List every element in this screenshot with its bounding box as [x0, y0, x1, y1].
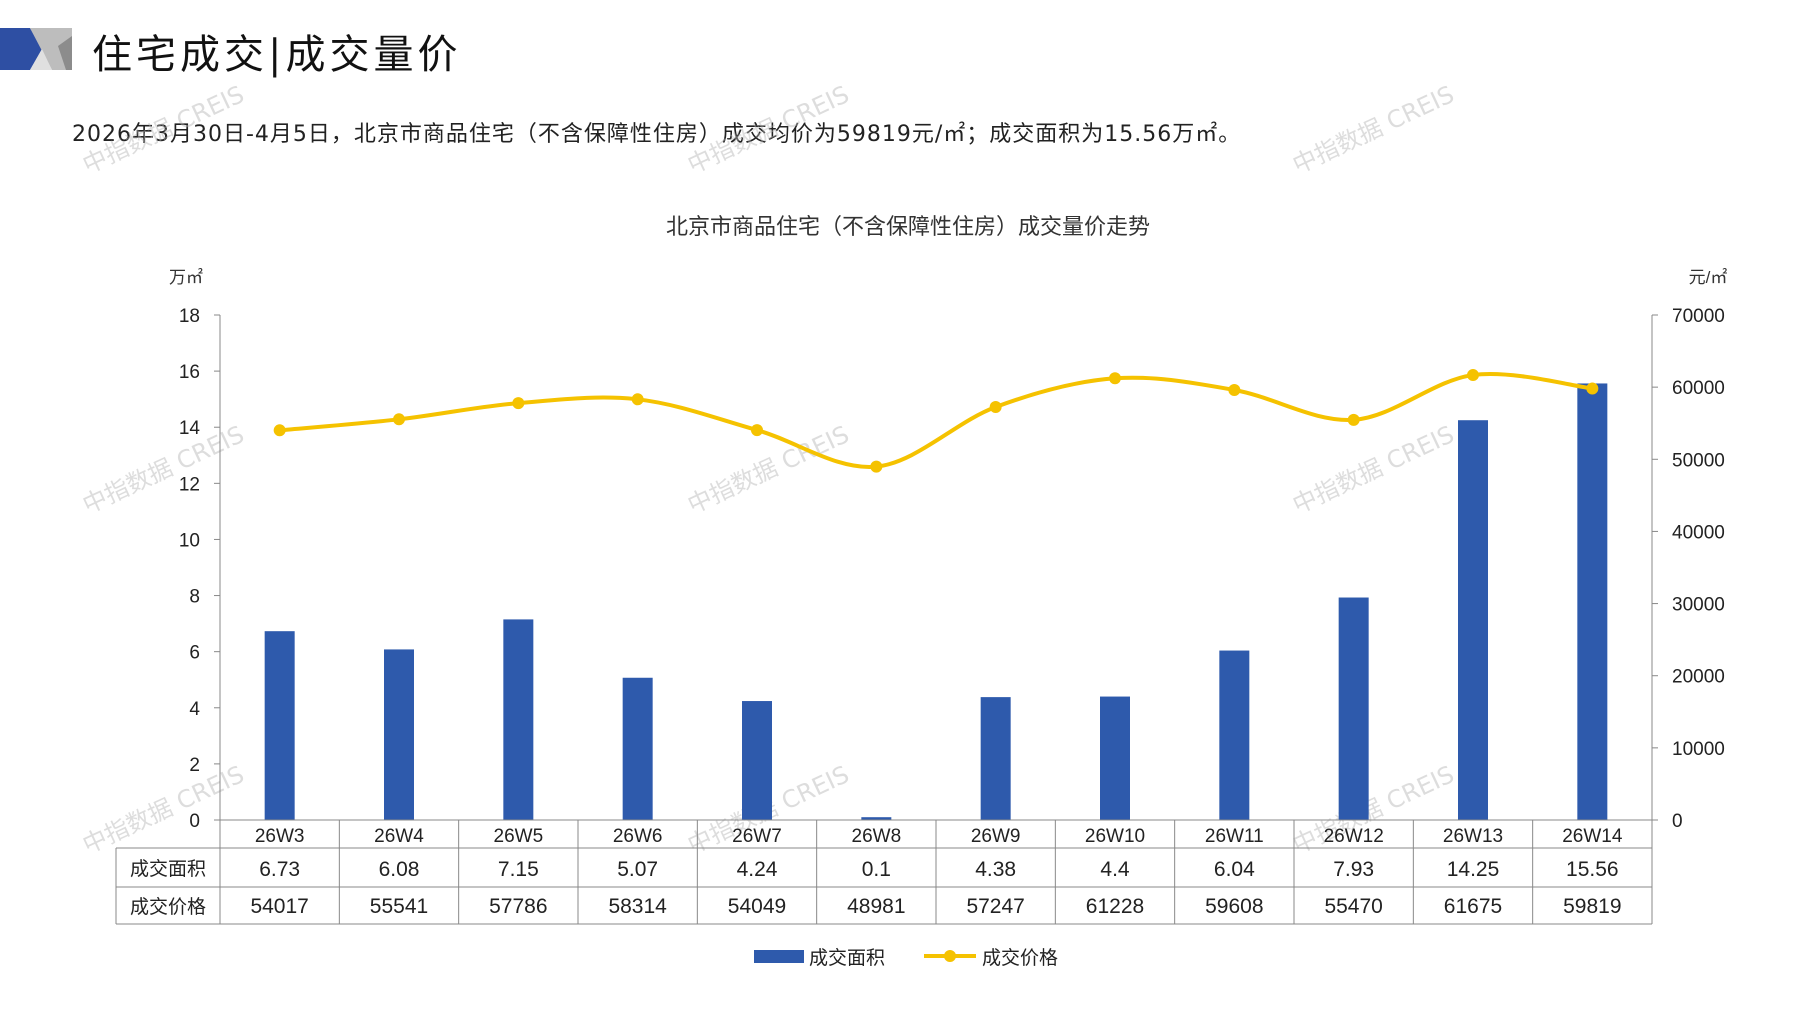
table-cell-area: 0.1	[862, 858, 891, 881]
y-right-tick-label: 50000	[1672, 450, 1725, 471]
bar-26W12	[1338, 597, 1369, 820]
table-cell-area: 14.25	[1447, 858, 1500, 881]
table-cell-area: 6.04	[1214, 858, 1255, 881]
bar-26W5	[503, 619, 534, 820]
bar-26W3	[264, 631, 295, 820]
bar-26W10	[1100, 696, 1130, 820]
x-tick-label: 26W11	[1205, 826, 1264, 847]
table-row-label: 成交面积	[130, 858, 206, 880]
x-tick-label: 26W4	[374, 826, 424, 847]
price-point-26W3	[273, 424, 286, 437]
y-left-tick-label: 8	[189, 587, 200, 608]
legend-line-label: 成交价格	[982, 947, 1058, 969]
y-left-label: 万㎡	[169, 268, 203, 287]
bar-26W11	[1219, 650, 1250, 820]
price-point-26W13	[1467, 369, 1479, 382]
y-left-tick-label: 16	[179, 362, 200, 383]
y-right-tick-label: 20000	[1672, 667, 1725, 688]
y-right-tick-label: 70000	[1672, 306, 1725, 327]
y-left-tick-label: 12	[179, 474, 200, 495]
page-title: 住宅成交|成交量价	[92, 32, 462, 78]
x-tick-label: 26W5	[494, 826, 544, 847]
y-left-tick-label: 14	[179, 418, 201, 439]
table-cell-price: 55541	[370, 895, 428, 918]
bar-26W7	[742, 701, 772, 820]
table-cell-price: 59608	[1205, 895, 1263, 918]
table-cell-price: 54017	[250, 895, 308, 918]
table-cell-price: 54049	[728, 895, 786, 918]
x-tick-label: 26W3	[255, 826, 305, 847]
price-point-26W11	[1228, 383, 1241, 396]
legend-bar-swatch	[754, 950, 804, 963]
price-point-26W6	[631, 393, 644, 406]
y-left-tick-label: 4	[189, 699, 200, 720]
table-cell-area: 5.07	[617, 858, 658, 881]
x-tick-label: 26W10	[1085, 826, 1145, 847]
x-tick-label: 26W13	[1443, 826, 1503, 847]
chart-title: 北京市商品住宅（不含保障性住房）成交量价走势	[666, 214, 1150, 239]
legend-bar-label: 成交面积	[809, 947, 885, 969]
price-point-26W4	[393, 413, 405, 426]
x-tick-label: 26W9	[971, 826, 1021, 847]
table-cell-area: 4.4	[1100, 858, 1130, 881]
table-cell-area: 15.56	[1566, 858, 1619, 881]
y-right-tick-label: 0	[1672, 811, 1683, 832]
bar-26W9	[980, 697, 1011, 820]
price-point-26W5	[512, 397, 525, 410]
y-right-label: 元/㎡	[1689, 268, 1728, 287]
bar-26W4	[384, 649, 414, 820]
price-point-26W9	[989, 401, 1002, 414]
x-tick-label: 26W14	[1562, 826, 1623, 847]
table-cell-area: 6.73	[259, 858, 300, 881]
table-cell-price: 58314	[608, 895, 667, 918]
table-cell-area: 4.38	[975, 858, 1016, 881]
x-tick-label: 26W6	[613, 826, 663, 847]
y-right-tick-label: 10000	[1672, 739, 1725, 760]
table-cell-price: 57247	[966, 895, 1024, 918]
table-cell-price: 61675	[1444, 895, 1502, 918]
price-point-26W7	[751, 424, 763, 437]
table-cell-area: 4.24	[737, 858, 778, 881]
price-point-26W10	[1109, 372, 1121, 385]
price-point-26W12	[1347, 413, 1360, 426]
bar-26W6	[622, 677, 653, 820]
price-point-26W8	[870, 460, 883, 473]
table-cell-price: 55470	[1324, 895, 1382, 918]
y-right-tick-label: 60000	[1672, 378, 1725, 399]
table-cell-price: 59819	[1563, 895, 1621, 918]
x-tick-label: 26W12	[1324, 826, 1384, 847]
price-point-26W14	[1586, 382, 1599, 395]
y-left-tick-label: 0	[189, 811, 200, 832]
table-cell-price: 48981	[847, 895, 905, 918]
table-row-label: 成交价格	[130, 896, 206, 918]
bar-26W8	[861, 817, 892, 820]
price-line	[279, 372, 1593, 469]
bar-26W14	[1577, 383, 1608, 820]
brand-logo	[0, 28, 72, 70]
table-cell-area: 6.08	[379, 858, 420, 881]
y-left-tick-label: 2	[189, 755, 200, 776]
x-tick-label: 26W7	[732, 826, 782, 847]
summary-text: 2026年3月30日-4月5日，北京市商品住宅（不含保障性住房）成交均价为598…	[72, 122, 1242, 147]
table-cell-price: 61228	[1086, 895, 1144, 918]
x-tick-label: 26W8	[852, 826, 902, 847]
y-left-tick-label: 18	[179, 306, 200, 327]
y-left-tick-label: 10	[179, 530, 200, 551]
y-left-tick-label: 6	[189, 643, 200, 664]
legend-line-marker	[944, 950, 956, 962]
table-cell-area: 7.15	[498, 858, 539, 881]
y-right-tick-label: 30000	[1672, 595, 1725, 616]
y-right-tick-label: 40000	[1672, 522, 1725, 543]
bar-26W13	[1458, 420, 1488, 820]
table-cell-price: 57786	[489, 895, 547, 918]
table-cell-area: 7.93	[1333, 858, 1374, 881]
